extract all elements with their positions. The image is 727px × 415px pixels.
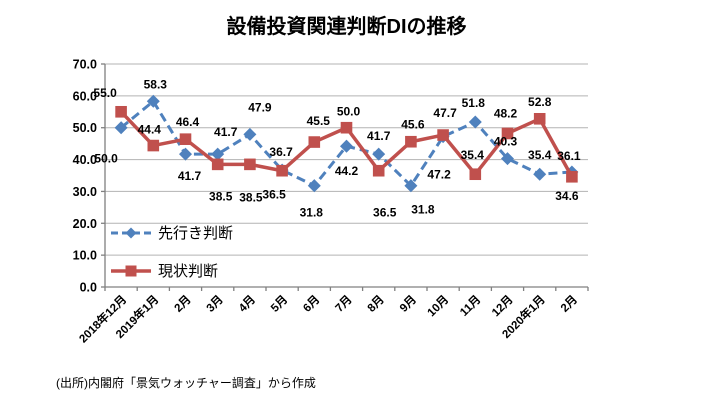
x-tick-label: 8月 <box>365 293 387 315</box>
data-label: 51.8 <box>462 96 486 110</box>
y-tick-label: 30.0 <box>73 185 97 199</box>
diamond-marker <box>146 94 160 108</box>
x-tick-label: 9月 <box>397 293 419 315</box>
data-label: 46.4 <box>176 115 200 129</box>
source-note: (出所)内閣府「景気ウォッチャー調査」から作成 <box>56 376 316 390</box>
diamond-marker <box>243 127 257 141</box>
diamond-marker <box>500 152 515 166</box>
y-tick-label: 20.0 <box>73 217 97 231</box>
solid-line-square-icon <box>111 265 151 276</box>
data-label: 36.5 <box>262 188 286 202</box>
square-marker <box>211 158 224 171</box>
y-tick-label: 10.0 <box>73 249 97 263</box>
data-label: 47.2 <box>427 168 451 182</box>
x-tick-label: 5月 <box>268 293 290 315</box>
legend-label-current: 現状判断 <box>158 263 219 280</box>
square-marker <box>276 164 288 177</box>
square-marker <box>405 135 417 148</box>
diamond-marker <box>114 121 128 135</box>
x-tick-label: 6月 <box>301 293 323 315</box>
data-label: 58.3 <box>144 77 168 91</box>
diamond-marker <box>307 179 321 193</box>
square-marker <box>244 158 256 171</box>
x-tick-label: 11月 <box>457 293 483 319</box>
square-marker <box>308 136 321 148</box>
data-label: 48.2 <box>494 106 518 120</box>
square-marker <box>437 129 449 141</box>
y-tick-label: 0.0 <box>80 281 97 295</box>
data-label: 41.7 <box>367 129 391 143</box>
chart-title: 設備投資関連判断DIの推移 <box>226 16 467 38</box>
x-tick-label: 12月 <box>489 293 515 319</box>
legend-item-current: 現状判断 <box>110 260 218 281</box>
data-label: 50.0 <box>94 152 118 166</box>
diamond-marker <box>372 147 386 161</box>
diamond-marker <box>404 179 418 193</box>
diamond-marker <box>533 167 547 181</box>
diamond-marker <box>339 139 354 153</box>
square-marker <box>179 133 192 145</box>
data-label: 44.2 <box>335 164 359 178</box>
x-tick-label: 10月 <box>425 293 451 319</box>
data-label: 55.0 <box>93 86 117 100</box>
data-label: 36.7 <box>269 145 293 159</box>
x-tick-label: 3月 <box>204 293 226 315</box>
legend-item-forecast: 先行き判断 <box>110 222 233 243</box>
data-label: 45.5 <box>307 114 331 128</box>
legend-label-forecast: 先行き判断 <box>158 225 234 242</box>
data-label: 31.8 <box>411 203 435 217</box>
x-tick-label: 2月 <box>172 293 194 315</box>
data-label: 45.6 <box>401 118 425 132</box>
x-tick-label: 2月 <box>558 293 580 315</box>
data-label: 36.1 <box>557 149 581 163</box>
data-label: 41.7 <box>214 125 238 139</box>
data-label: 50.0 <box>337 105 361 119</box>
data-label: 47.9 <box>248 100 272 114</box>
dashed-line-diamond-icon <box>111 227 151 238</box>
square-marker <box>501 127 514 140</box>
diamond-marker <box>178 147 193 161</box>
data-label: 34.6 <box>555 189 579 203</box>
square-marker <box>115 105 127 118</box>
y-tick-label: 40.0 <box>73 153 97 167</box>
y-tick-label: 70.0 <box>73 58 97 72</box>
square-marker <box>469 168 482 181</box>
data-label: 38.5 <box>209 189 233 203</box>
diamond-marker <box>468 115 482 129</box>
data-label: 36.5 <box>373 206 397 220</box>
data-label: 52.8 <box>528 95 552 109</box>
square-marker <box>372 164 385 177</box>
square-marker <box>566 170 578 183</box>
data-label: 44.4 <box>138 123 162 137</box>
data-label: 31.8 <box>300 206 324 220</box>
data-label: 41.7 <box>178 169 202 183</box>
y-tick-label: 60.0 <box>73 89 97 103</box>
x-tick-label: 4月 <box>236 293 258 315</box>
y-tick-label: 50.0 <box>73 121 97 135</box>
data-label: 35.4 <box>528 148 552 162</box>
data-label: 38.5 <box>239 190 263 204</box>
data-label: 47.7 <box>433 106 457 120</box>
square-marker <box>533 112 546 125</box>
data-label: 35.4 <box>461 148 485 162</box>
square-marker <box>147 139 160 152</box>
square-marker <box>340 121 353 134</box>
data-label: 40.3 <box>494 135 518 149</box>
x-tick-label: 7月 <box>333 293 355 315</box>
